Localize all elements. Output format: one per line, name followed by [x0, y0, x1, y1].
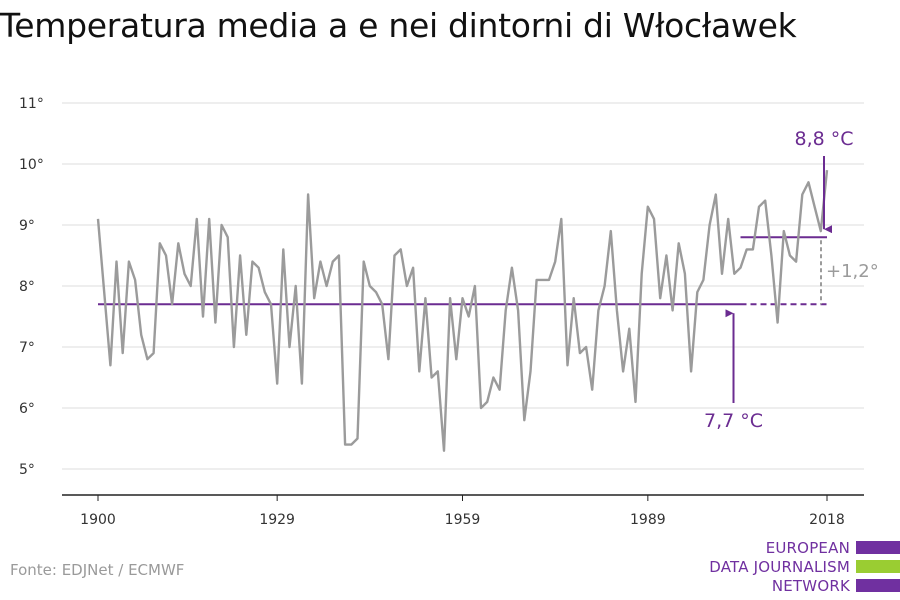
temperature-series-line: [96, 169, 829, 452]
source-note: Fonte: EDJNet / ECMWF: [10, 561, 185, 579]
logo-bar-top: [856, 541, 900, 554]
logo-bar-bottom: [856, 579, 900, 592]
y-tick-label: 8°: [19, 279, 35, 295]
y-tick-label: 9°: [19, 218, 35, 234]
recent-average-label: 8,8 °C: [794, 128, 853, 150]
y-axis-ticks: 5° 6° 7° 8° 9° 10° 11°: [19, 96, 44, 478]
baseline-label: 7,7 °C: [704, 410, 763, 432]
y-tick-label: 7°: [19, 340, 35, 356]
logo-line-data-journalism: DATA JOURNALISM: [709, 558, 850, 576]
x-tick-label: 1959: [445, 512, 481, 528]
logo-line-european: EUROPEAN: [765, 539, 850, 557]
x-tick-label: 1900: [80, 512, 116, 528]
page-title: Temperatura media a e nei dintorni di Wł…: [0, 6, 797, 45]
temperature-line-chart: 5° 6° 7° 8° 9° 10° 11° 1900 1929 1959 1989 2018 +1…: [19, 96, 879, 528]
x-tick-label: 1989: [630, 512, 666, 528]
edjnet-logo: EUROPEAN DATA JOURNALISM NETWORK: [700, 539, 900, 600]
y-tick-label: 6°: [19, 401, 35, 417]
x-tick-label: 2018: [809, 512, 845, 528]
x-tick-label: 1929: [259, 512, 295, 528]
x-axis: 1900 1929 1959 1989 2018: [62, 494, 864, 528]
logo-bar-middle: [856, 560, 900, 573]
series: [96, 169, 829, 452]
y-tick-label: 11°: [19, 96, 44, 112]
logo-line-network: NETWORK: [771, 577, 850, 595]
y-tick-label: 10°: [19, 157, 44, 173]
annotations: +1,2° 8,8 °C 7,7 °C: [704, 128, 879, 432]
grid-lines: [62, 102, 864, 470]
y-tick-label: 5°: [19, 462, 35, 478]
difference-label: +1,2°: [826, 261, 879, 282]
